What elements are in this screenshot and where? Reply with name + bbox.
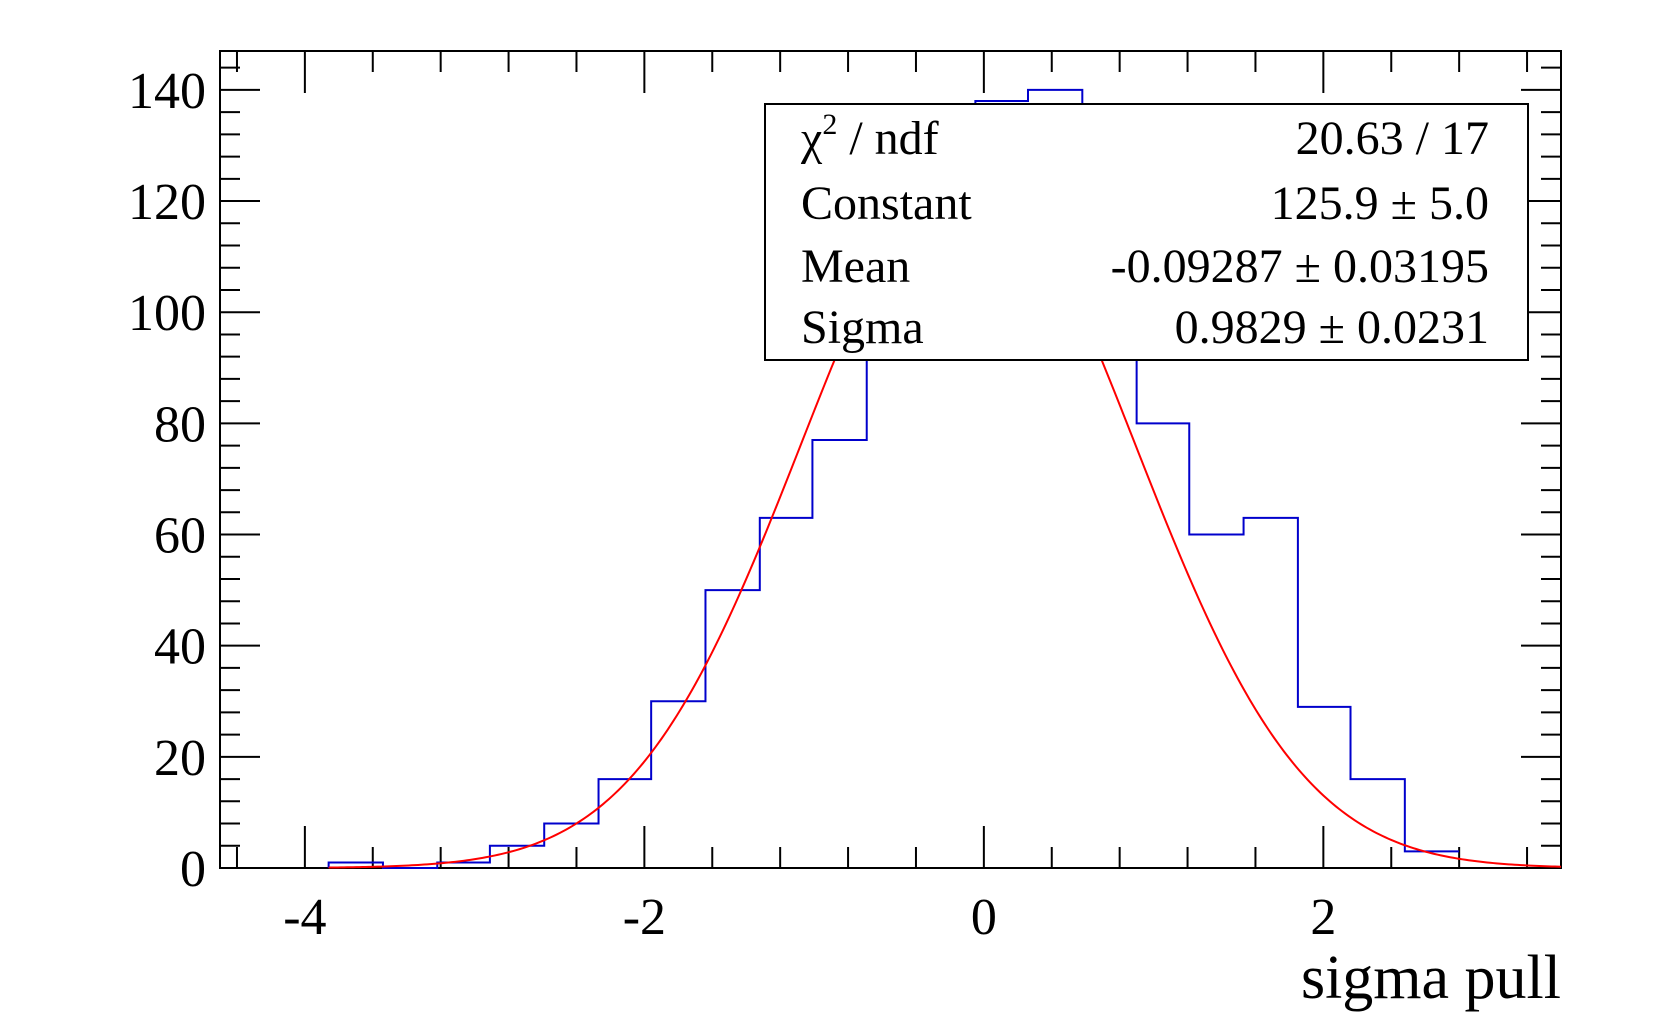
y-tick-label: 60 (154, 508, 206, 565)
y-tick-label: 40 (154, 619, 206, 676)
fit-stats-box: χ2 / ndf 20.63 / 17 Constant 125.9 ± 5.0… (764, 103, 1529, 361)
stats-label-mean: Mean (801, 240, 910, 293)
stats-value-chi2: 20.63 / 17 (1296, 112, 1489, 165)
stats-box-frame (764, 103, 1529, 361)
y-tick-label: 120 (128, 174, 206, 231)
stats-label-constant: Constant (801, 177, 972, 230)
y-tick-label: 140 (128, 63, 206, 120)
x-tick-label: 2 (1310, 889, 1336, 946)
y-tick-label: 0 (180, 841, 206, 898)
y-tick-label: 100 (128, 285, 206, 342)
x-tick-label: 0 (971, 889, 997, 946)
stats-label-sigma: Sigma (801, 301, 924, 354)
y-tick-label: 20 (154, 730, 206, 787)
chi-superscript: 2 (822, 108, 837, 141)
x-tick-label: -4 (283, 889, 326, 946)
stats-value-sigma: 0.9829 ± 0.0231 (1175, 301, 1489, 354)
stats-value-mean: -0.09287 ± 0.03195 (1111, 240, 1489, 293)
plot-frame (219, 50, 1562, 869)
x-axis-title: sigma pull (1301, 944, 1561, 1012)
stats-label-chi2: χ2 / ndf (800, 108, 939, 165)
x-tick-label: -2 (623, 889, 666, 946)
chi-symbol: χ (800, 112, 823, 165)
chi2-label-rest: / ndf (837, 112, 938, 165)
y-tick-label: 80 (154, 396, 206, 453)
stats-value-constant: 125.9 ± 5.0 (1271, 177, 1489, 230)
